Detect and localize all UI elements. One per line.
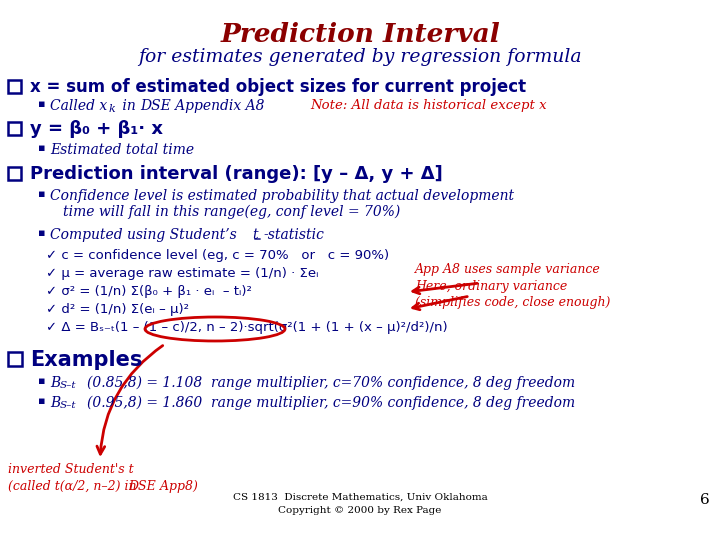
Text: ✓ μ = average raw estimate = (1/n) · Σeᵢ: ✓ μ = average raw estimate = (1/n) · Σeᵢ — [46, 267, 318, 280]
Text: DSE Appendix A8: DSE Appendix A8 — [140, 99, 264, 113]
Text: B: B — [50, 376, 60, 390]
Text: (simplifies code, close enough): (simplifies code, close enough) — [415, 296, 611, 309]
Text: ▪: ▪ — [38, 99, 45, 109]
Text: for estimates generated by regression formula: for estimates generated by regression fo… — [138, 48, 582, 66]
Text: App8): App8) — [156, 480, 198, 493]
Text: Examples: Examples — [30, 350, 143, 370]
Text: DSE: DSE — [128, 480, 156, 493]
Text: ✓ Δ = Bₛ₋ₜ(1 – (1 – c)/2, n – 2)·sqrt(σ²(1 + (1 + (x – μ)²/d²)/n): ✓ Δ = Bₛ₋ₜ(1 – (1 – c)/2, n – 2)·sqrt(σ²… — [46, 321, 448, 334]
Text: Note: All data is historical except x: Note: All data is historical except x — [310, 99, 546, 112]
Text: Called x: Called x — [50, 99, 107, 113]
Text: (0.95,8) = 1.860  range multiplier, c=90% confidence, 8 deg freedom: (0.95,8) = 1.860 range multiplier, c=90%… — [87, 396, 575, 410]
Text: ▪: ▪ — [38, 396, 45, 406]
Text: y = β₀ + β₁· x: y = β₀ + β₁· x — [30, 120, 163, 138]
Text: Confidence level is estimated probability that actual development: Confidence level is estimated probabilit… — [50, 189, 514, 203]
Text: 6: 6 — [700, 493, 710, 507]
Text: App A8 uses sample variance: App A8 uses sample variance — [415, 263, 600, 276]
Text: ▪: ▪ — [38, 376, 45, 386]
Text: Estimated total time: Estimated total time — [50, 143, 194, 157]
Text: Prediction interval (range): [y – Δ, y + Δ]: Prediction interval (range): [y – Δ, y +… — [30, 165, 443, 183]
Text: in: in — [118, 99, 140, 113]
Text: Prediction Interval: Prediction Interval — [220, 22, 500, 47]
Text: S–t: S–t — [60, 381, 76, 390]
Text: k: k — [109, 104, 116, 114]
Text: Copyright © 2000 by Rex Page: Copyright © 2000 by Rex Page — [279, 506, 441, 515]
Bar — [8, 122, 21, 135]
Bar — [8, 352, 22, 366]
Text: S–t: S–t — [60, 401, 76, 410]
Text: ▪: ▪ — [38, 228, 45, 238]
Text: B: B — [50, 396, 60, 410]
Text: time will fall in this range(eg, conf level = 70%): time will fall in this range(eg, conf le… — [63, 205, 400, 219]
Text: x = sum of estimated object sizes for current project: x = sum of estimated object sizes for cu… — [30, 78, 526, 96]
Text: (called t(α/2, n–2) in: (called t(α/2, n–2) in — [8, 480, 140, 493]
Text: ✓ d² = (1/n) Σ(eᵢ – μ)²: ✓ d² = (1/n) Σ(eᵢ – μ)² — [46, 303, 189, 316]
Text: t: t — [252, 228, 258, 242]
Text: ▪: ▪ — [38, 189, 45, 199]
Text: (0.85,8) = 1.108  range multiplier, c=70% confidence, 8 deg freedom: (0.85,8) = 1.108 range multiplier, c=70%… — [87, 376, 575, 390]
Text: ✓ c = confidence level (eg, c = 70%   or   c = 90%): ✓ c = confidence level (eg, c = 70% or c… — [46, 249, 389, 262]
Text: Here, ordinary variance: Here, ordinary variance — [415, 280, 567, 293]
Bar — [8, 167, 21, 180]
Bar — [8, 80, 21, 93]
Text: ▪: ▪ — [38, 143, 45, 153]
Text: Computed using Student’s: Computed using Student’s — [50, 228, 241, 242]
Text: -statistic: -statistic — [263, 228, 324, 242]
Text: ✓ σ² = (1/n) Σ(β₀ + β₁ · eᵢ  – tᵢ)²: ✓ σ² = (1/n) Σ(β₀ + β₁ · eᵢ – tᵢ)² — [46, 285, 252, 298]
Text: inverted Student's t: inverted Student's t — [8, 463, 134, 476]
Text: CS 1813  Discrete Mathematics, Univ Oklahoma: CS 1813 Discrete Mathematics, Univ Oklah… — [233, 493, 487, 502]
